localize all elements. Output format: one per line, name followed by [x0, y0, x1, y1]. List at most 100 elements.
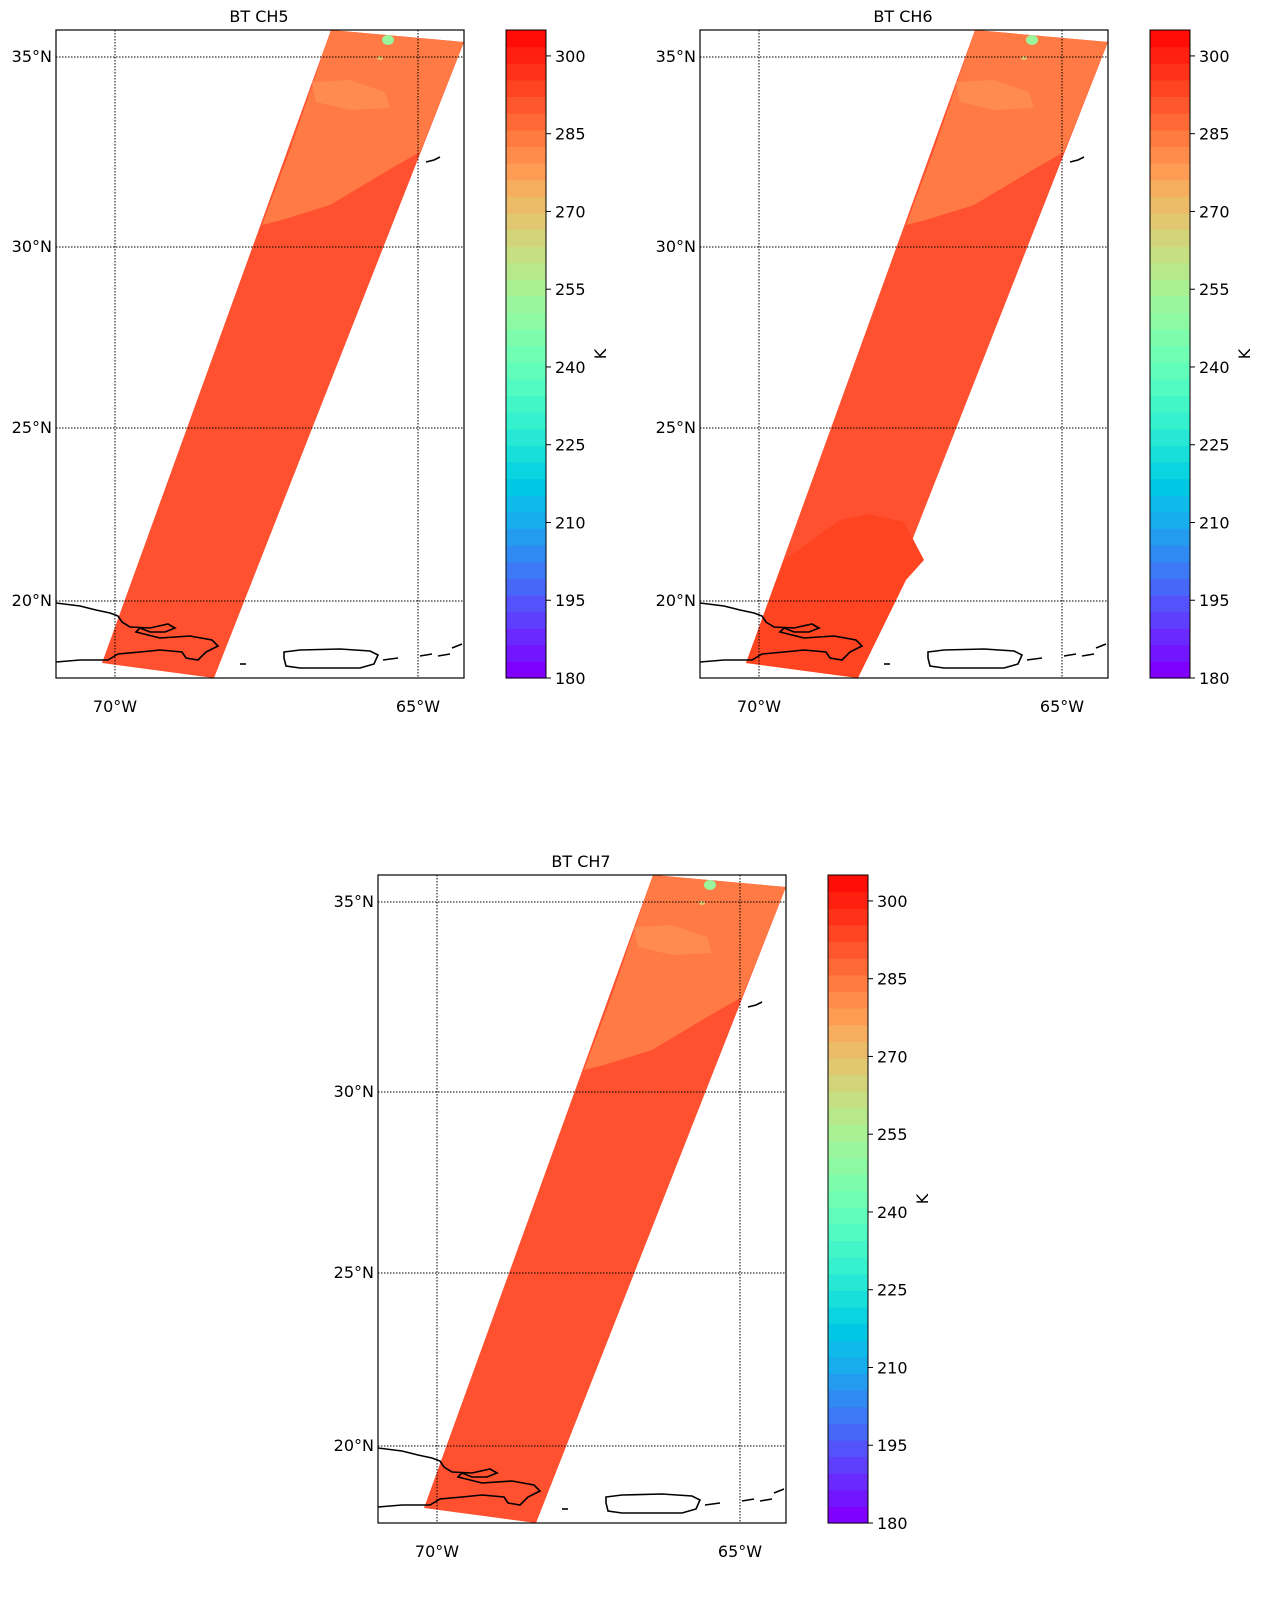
colorbar-segment [1150, 628, 1190, 646]
colorbar-segment [506, 395, 546, 413]
colorbar-segment [828, 1157, 868, 1175]
colorbar-tick-label: 270 [877, 1047, 908, 1066]
colorbar-segment [506, 445, 546, 463]
colorbar-segment [506, 345, 546, 363]
colorbar-segment [506, 578, 546, 596]
colorbar-segment [828, 1456, 868, 1474]
colorbar-segment [828, 1091, 868, 1109]
colorbar-segment [506, 644, 546, 662]
colorbar-segment [506, 63, 546, 81]
colorbar-segment [828, 1240, 868, 1258]
colorbar-segment [506, 545, 546, 563]
colorbar-segment [506, 628, 546, 646]
colorbar-segment [1150, 561, 1190, 579]
colorbar-segment [828, 1174, 868, 1192]
colorbar-segment [828, 1057, 868, 1075]
colorbar-segment [828, 1024, 868, 1042]
gridlines [700, 30, 1108, 678]
colorbar-segment [1150, 329, 1190, 347]
colorbar-segment [828, 1406, 868, 1424]
swath [424, 875, 786, 1523]
axis-labels: 35°N 30°N 25°N 20°N 70°W 65°W K [656, 47, 1254, 716]
map-svg-ch6: BT CH6 300 285 270 255 240 225 210 195 180 35°N … [656, 7, 1254, 716]
colorbar-segment [506, 478, 546, 496]
colorbar-segment [828, 1190, 868, 1208]
colorbar-tick-label: 180 [555, 669, 586, 688]
colorbar-tick-label: 225 [1199, 436, 1230, 455]
colorbar-segment [828, 1423, 868, 1441]
colorbar-segment [506, 113, 546, 131]
warm-patch-b [634, 925, 712, 955]
colorbar-segment [506, 462, 546, 480]
colorbar-segment [1150, 528, 1190, 546]
colorbar-segment [1150, 246, 1190, 264]
lat-label-25n: 25°N [334, 1263, 374, 1282]
colorbar-tick-label: 210 [555, 513, 586, 532]
coastlines [700, 156, 1107, 669]
colorbar-segment [1150, 79, 1190, 98]
colorbar-label: K [1235, 348, 1254, 359]
map-frame [55, 29, 465, 679]
colorbar-segment [1150, 578, 1190, 596]
colorbar-segment [1150, 129, 1190, 147]
colorbar-tick-label: 195 [1199, 591, 1230, 610]
cool-patch [746, 514, 924, 678]
colorbar-segment [1150, 478, 1190, 496]
lat-label-20n: 20°N [656, 591, 696, 610]
cold-spot [704, 880, 716, 890]
colorbar-segment [506, 312, 546, 330]
coastline-hispaniola [378, 1447, 542, 1508]
colorbar-segment [506, 561, 546, 579]
colorbar-segment [1150, 495, 1190, 513]
lon-label-65w: 65°W [1040, 697, 1084, 716]
colorbar-tick-label: 195 [555, 591, 586, 610]
cold-spot [1026, 35, 1038, 45]
map-area [377, 874, 787, 1524]
map-content [700, 30, 1108, 678]
colorbar-segment [506, 378, 546, 397]
panel-title: BT CH6 [873, 7, 932, 26]
warm-patch [584, 875, 786, 1070]
colorbar-segment [506, 495, 546, 513]
colorbar-segment [506, 162, 546, 181]
colorbar-segment [506, 96, 546, 114]
colorbar-tick-label: 240 [555, 358, 586, 377]
colorbar-segment [1150, 113, 1190, 131]
colorbar-segment [1150, 212, 1190, 230]
map-area [699, 29, 1109, 679]
axis-labels: 35°N 30°N 25°N 20°N 70°W 65°W K [12, 47, 610, 716]
colorbar-tick-label: 300 [555, 47, 586, 66]
colorbar-segment [506, 279, 546, 297]
colorbar-segment [1150, 96, 1190, 114]
colorbar-segment [506, 229, 546, 247]
swath [102, 30, 464, 678]
colorbar-tick-label: 240 [877, 1203, 908, 1222]
colorbar-tick-label: 300 [877, 892, 908, 911]
lon-label-70w: 70°W [737, 697, 781, 716]
colorbar-segment [1150, 594, 1190, 613]
colorbar-segment [1150, 395, 1190, 413]
colorbar-segment [506, 594, 546, 613]
colorbar-frame [827, 874, 869, 1524]
coastline-puerto-rico [927, 648, 1024, 669]
colorbar-segment [1150, 179, 1190, 197]
colorbar-segment [828, 1439, 868, 1458]
colorbar-segment [506, 661, 546, 679]
colorbar-segment [828, 1124, 868, 1142]
colorbar-tick-label: 240 [1199, 358, 1230, 377]
colorbar-segment [1150, 295, 1190, 314]
colorbar-segment [828, 924, 868, 943]
map-content [56, 30, 464, 678]
map-svg-ch5: BT CH5 300 285 270 255 240 225 210 195 180 35°N … [12, 7, 610, 716]
map-area [55, 29, 465, 679]
colorbar-segment [1150, 146, 1190, 164]
map-content [378, 875, 786, 1523]
colorbar-segment [828, 991, 868, 1009]
warm-patch [262, 30, 464, 225]
gridlines [378, 875, 786, 1523]
colorbar-segment [506, 611, 546, 629]
gridlines [56, 30, 464, 678]
map-frame [699, 29, 1109, 679]
lon-label-65w: 65°W [718, 1542, 762, 1561]
colorbar-label: K [591, 348, 610, 359]
